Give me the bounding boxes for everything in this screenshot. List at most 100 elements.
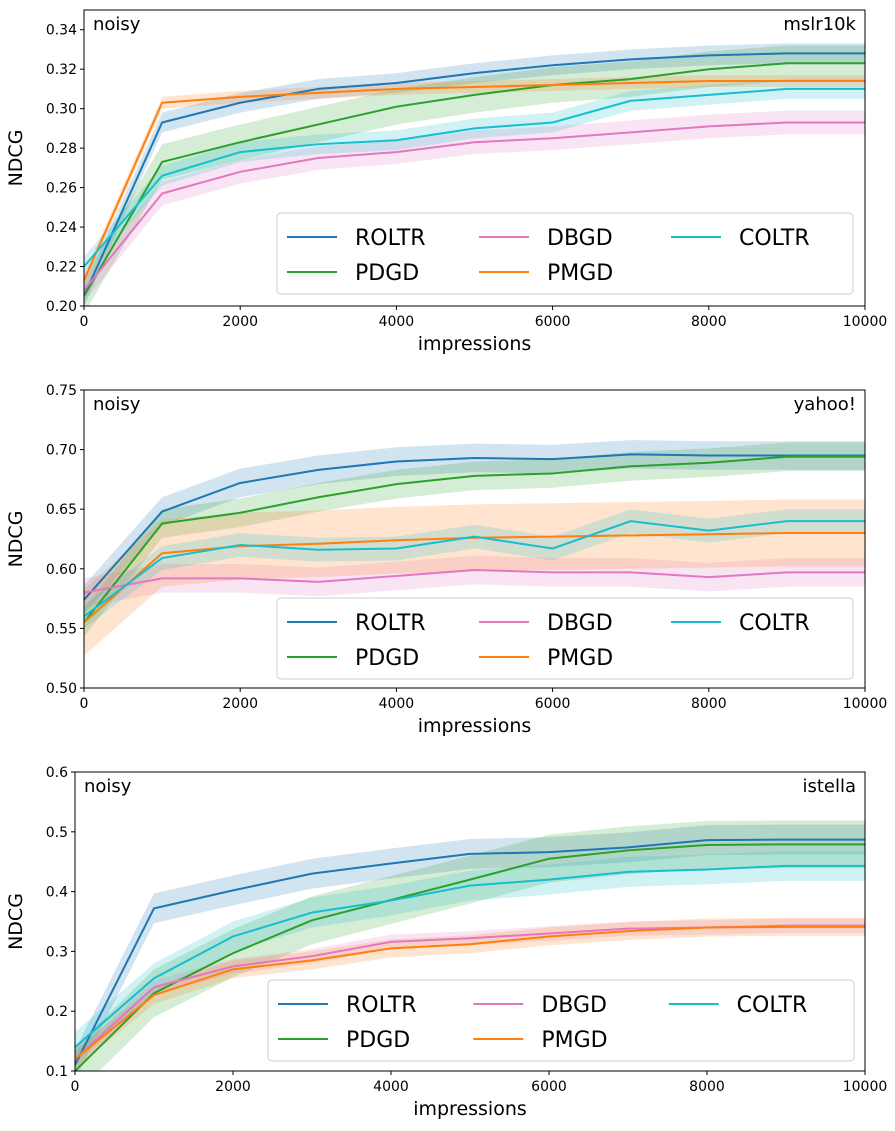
y-tick-label: 0.70 xyxy=(46,443,77,459)
legend-label-roltr: ROLTR xyxy=(346,993,417,1018)
legend-label-dbgd: DBGD xyxy=(547,611,613,636)
legend-label-pmgd: PMGD xyxy=(541,1028,607,1053)
x-tick-label: 0 xyxy=(80,314,89,330)
legend-label-coltr: COLTR xyxy=(737,993,808,1018)
y-axis-label: NDCG xyxy=(5,511,27,568)
band-pdgd xyxy=(84,45,865,306)
x-tick-label: 8000 xyxy=(689,1079,725,1095)
y-tick-label: 0.34 xyxy=(46,23,77,39)
x-tick-label: 2000 xyxy=(222,696,258,712)
plot-area xyxy=(75,820,865,1071)
legend-label-pmgd: PMGD xyxy=(547,261,613,286)
y-tick-label: 0.75 xyxy=(46,383,77,399)
axes-frame xyxy=(83,389,866,689)
x-tick-label: 2000 xyxy=(222,314,258,330)
series-line-pmgd xyxy=(84,80,865,281)
band-pdgd xyxy=(75,820,865,1071)
x-tick-label: 4000 xyxy=(379,314,415,330)
series-line-coltr xyxy=(84,87,865,268)
series-line-coltr xyxy=(84,520,865,618)
band-dbgd xyxy=(84,555,865,607)
band-pmgd xyxy=(84,499,865,656)
legend-label-pdgd: PDGD xyxy=(355,646,419,671)
y-axis-label: NDCG xyxy=(5,893,27,950)
band-pdgd xyxy=(84,442,865,637)
y-tick-label: 0.5 xyxy=(46,825,68,841)
legend-label-pdgd: PDGD xyxy=(346,1028,410,1053)
legend-label-dbgd: DBGD xyxy=(547,226,613,251)
x-axis-label: impressions xyxy=(413,1098,527,1120)
series-line-coltr xyxy=(75,864,865,1048)
band-roltr xyxy=(75,824,865,1071)
y-tick-label: 0.3 xyxy=(46,944,68,960)
x-tick-label: 10000 xyxy=(843,1079,888,1095)
y-tick-label: 0.32 xyxy=(46,62,77,78)
y-tick-label: 0.4 xyxy=(46,885,68,901)
legend-label-coltr: COLTR xyxy=(739,226,810,251)
y-tick-label: 0.28 xyxy=(46,141,77,157)
legend: ROLTR PDGD DBGD PMGD COLTR xyxy=(267,979,855,1062)
x-tick-label: 2000 xyxy=(215,1079,251,1095)
x-tick-label: 10000 xyxy=(843,314,888,330)
legend-label-roltr: ROLTR xyxy=(355,226,426,251)
y-tick-label: 0.24 xyxy=(46,220,77,236)
y-tick-label: 0.6 xyxy=(46,765,68,781)
legend: ROLTR PDGD DBGD PMGD COLTR xyxy=(276,597,854,680)
chart-panel-yahoo: 0 2000 4000 6000 8000 10000 0.50 0.55 0.60 0.65 0.… xyxy=(5,383,887,737)
annotation-condition: noisy xyxy=(93,394,141,415)
series-line-roltr xyxy=(75,838,865,1066)
y-tick-label: 0.26 xyxy=(46,181,77,197)
y-tick-label: 0.1 xyxy=(46,1064,68,1080)
y-tick-label: 0.65 xyxy=(46,502,77,518)
series-line-pdgd xyxy=(84,62,865,297)
x-tick-label: 10000 xyxy=(843,696,888,712)
y-tick-label: 0.2 xyxy=(46,1004,68,1020)
legend-label-coltr: COLTR xyxy=(739,611,810,636)
series-line-dbgd xyxy=(84,121,865,291)
chart-panel-istella: 0 2000 4000 6000 8000 10000 0.1 0.2 0.3 0.4 0.5 0.6… xyxy=(5,765,887,1120)
annotation-condition: noisy xyxy=(93,14,141,35)
legend: ROLTR PDGD DBGD PMGD COLTR xyxy=(276,212,854,295)
chart-panel-mslr10k: 0 2000 4000 6000 8000 10000 0.20 0.22 0.24 0.26 0.… xyxy=(5,9,888,355)
x-tick-label: 6000 xyxy=(535,314,571,330)
series-line-pdgd xyxy=(75,843,865,1071)
y-tick-label: 0.50 xyxy=(46,681,77,697)
y-tick-label: 0.20 xyxy=(46,299,77,315)
x-axis-label: impressions xyxy=(418,715,532,737)
plot-area xyxy=(84,440,865,656)
legend-box xyxy=(267,979,855,1062)
series-line-roltr xyxy=(84,453,865,601)
band-dbgd xyxy=(84,110,865,303)
band-coltr xyxy=(75,850,865,1063)
y-tick-label: 0.22 xyxy=(46,260,77,276)
band-roltr xyxy=(84,440,865,615)
annotation-dataset: istella xyxy=(802,776,856,797)
x-tick-label: 0 xyxy=(80,696,89,712)
series-line-pmgd xyxy=(75,925,865,1060)
band-pmgd xyxy=(75,917,865,1069)
annotation-dataset: yahoo! xyxy=(794,394,856,415)
y-tick-label: 0.60 xyxy=(46,562,77,578)
x-tick-label: 6000 xyxy=(535,696,571,712)
annotation-dataset: mslr10k xyxy=(783,14,856,35)
x-tick-label: 8000 xyxy=(691,314,727,330)
legend-box xyxy=(276,212,854,295)
axes-frame xyxy=(74,771,866,1072)
series-line-dbgd xyxy=(84,568,865,594)
y-tick-label: 0.55 xyxy=(46,621,77,637)
x-tick-label: 6000 xyxy=(531,1079,567,1095)
legend-box xyxy=(276,597,854,680)
y-axis-label: NDCG xyxy=(5,130,27,187)
legend-label-pmgd: PMGD xyxy=(547,646,613,671)
legend-label-roltr: ROLTR xyxy=(355,611,426,636)
legend-label-pdgd: PDGD xyxy=(355,261,419,286)
x-tick-label: 4000 xyxy=(373,1079,409,1095)
band-coltr xyxy=(84,509,865,629)
x-tick-label: 4000 xyxy=(379,696,415,712)
x-axis-label: impressions xyxy=(418,333,532,355)
series-line-pdgd xyxy=(84,455,865,624)
plot-area xyxy=(84,43,865,306)
y-tick-label: 0.30 xyxy=(46,102,77,118)
band-coltr xyxy=(84,79,865,277)
